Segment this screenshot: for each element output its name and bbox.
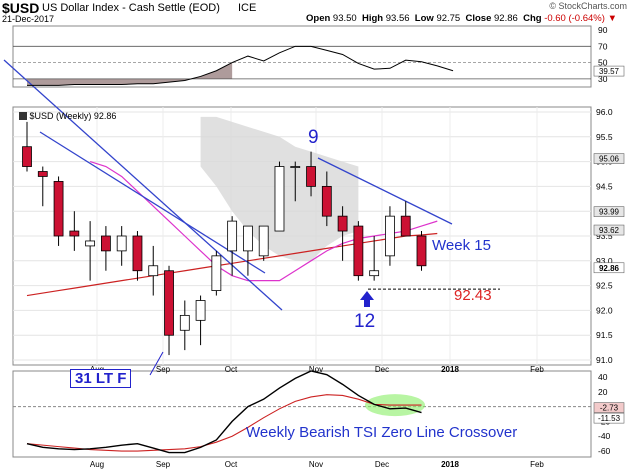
price-badge <box>593 262 625 274</box>
support-label: 92.43 <box>454 287 492 304</box>
candle-body <box>211 255 222 291</box>
bottom-tick-label: 20 <box>598 387 608 397</box>
candle-body <box>179 314 190 331</box>
trendline-resistance <box>317 157 453 225</box>
wave-label-9: 9 <box>308 127 319 148</box>
price-tick-label: 93.0 <box>596 256 613 266</box>
candle-body <box>400 215 411 237</box>
price-badge <box>593 206 625 217</box>
label-pointer <box>149 351 164 376</box>
price-tick-label: 95.5 <box>596 132 613 142</box>
tsi-crossover-label: Weekly Bearish TSI Zero Line Crossover <box>246 424 518 441</box>
price-tick-label: 94.5 <box>596 181 613 191</box>
candle-body <box>148 265 159 277</box>
candle-body <box>116 235 127 252</box>
bottom-badge <box>593 412 625 424</box>
candle-body <box>53 181 64 237</box>
candle-body <box>369 270 380 277</box>
x-tick-label-bottom: Feb <box>530 460 544 469</box>
x-tick-label-bottom: Nov <box>309 460 323 469</box>
top-tick-label: 90 <box>598 25 608 35</box>
price-badge <box>593 224 625 236</box>
symbol: $USD <box>2 0 40 16</box>
price-tick-label: 93.5 <box>596 231 613 241</box>
candle-body <box>385 215 395 257</box>
price-badge <box>593 153 625 164</box>
candle-body <box>353 225 364 277</box>
candle-body <box>69 230 80 237</box>
week-15-label: Week 15 <box>432 237 491 254</box>
candle-body <box>416 235 427 267</box>
candle-body <box>321 185 332 217</box>
x-tick-label-bottom: Dec <box>375 460 389 469</box>
top-badge <box>593 65 625 77</box>
price-tick-label: 92.5 <box>596 281 613 291</box>
top-tick-label: 30 <box>598 74 608 84</box>
bottom-panel-frame <box>12 370 592 458</box>
price-tick-label: 92.0 <box>596 305 613 315</box>
x-tick-label-bottom: Oct <box>225 460 238 469</box>
top-tick-label: 70 <box>598 41 608 51</box>
candle-body <box>227 220 238 252</box>
watermark: © StockCharts.com <box>549 1 627 11</box>
price-badge-label: 92.86 <box>599 264 620 273</box>
candle-body <box>274 166 285 232</box>
instrument-name: US Dollar Index - Cash Settle (EOD) <box>42 2 220 14</box>
price-tick-label: 91.5 <box>596 330 613 340</box>
bottom-tick-label: -60 <box>598 446 611 456</box>
candle-body <box>243 225 253 252</box>
x-tick-label: Sep <box>156 365 171 374</box>
x-tick-label-bottom: Sep <box>156 460 171 469</box>
candle-body <box>306 166 316 187</box>
bottom-badge <box>593 402 625 413</box>
candle-body <box>164 270 174 336</box>
price-badge-label: 93.62 <box>599 226 620 235</box>
candle-body <box>101 235 111 252</box>
tsi-line <box>26 370 422 454</box>
exchange: ICE <box>238 2 257 14</box>
x-tick-label-bottom: Aug <box>90 460 104 469</box>
wave-label-12: 12 <box>354 311 376 332</box>
trendline-long <box>3 59 283 311</box>
top-tick-label: 50 <box>598 58 608 68</box>
arrow-up-icon <box>360 291 374 307</box>
price-tick-label: 91.0 <box>596 355 613 365</box>
candle-body <box>195 300 206 321</box>
candle-body <box>132 235 143 272</box>
date: 21-Dec-2017 <box>2 14 55 24</box>
short-moving-average <box>89 161 438 282</box>
top-badge-label: 39.57 <box>599 67 620 76</box>
bottom-badge-label: -2.73 <box>600 404 619 413</box>
price-series-label: $USD (Weekly) 92.86 <box>19 111 116 121</box>
x-tick-label-bottom: 2018 <box>441 460 459 469</box>
candle-body <box>290 166 301 168</box>
ohlc-readout: Open 93.50 High 93.56 Low 92.75 Close 92… <box>306 13 617 24</box>
price-badge-label: 93.99 <box>599 208 620 217</box>
oversold-fill <box>27 62 233 86</box>
low-31ltf-label: 31 LT F <box>70 369 132 388</box>
price-badge-label: 95.06 <box>599 155 620 164</box>
candle-body <box>337 215 348 232</box>
candle-body <box>85 240 96 247</box>
top-indicator-line <box>27 45 454 86</box>
candle-body <box>37 171 48 177</box>
candle-body <box>22 146 32 167</box>
bottom-tick-label: 40 <box>598 372 608 382</box>
x-tick-label: 2018 <box>441 365 459 374</box>
bottom-badge-label: -11.53 <box>598 414 621 423</box>
top-panel-frame <box>12 25 592 88</box>
tsi-signal-line <box>26 394 422 452</box>
x-tick-label: Oct <box>225 365 238 374</box>
x-tick-label: Dec <box>375 365 389 374</box>
x-tick-label: Feb <box>530 365 544 374</box>
bottom-tick-label: -40 <box>598 431 611 441</box>
price-tick-label: 96.0 <box>596 107 613 117</box>
x-tick-label: Nov <box>309 365 323 374</box>
candle-body <box>258 225 269 257</box>
